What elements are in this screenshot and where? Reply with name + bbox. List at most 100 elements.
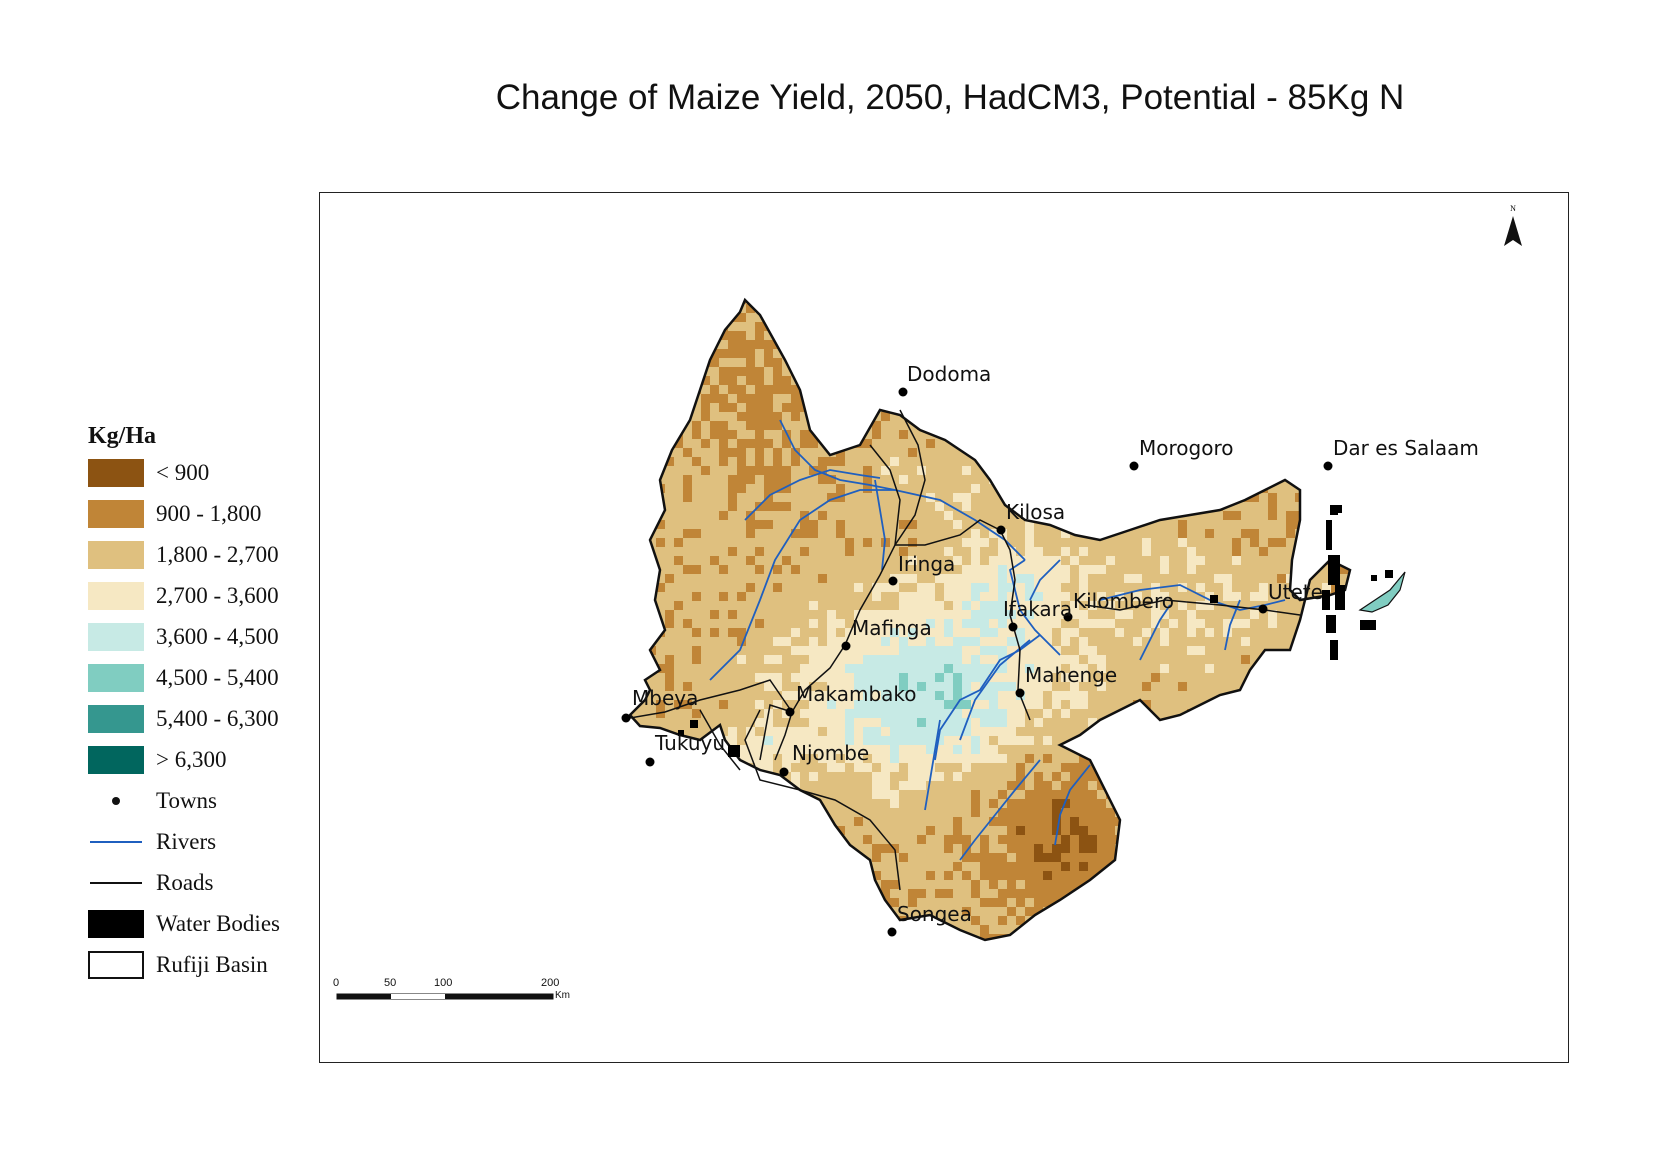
- towns-layer: [621, 387, 1333, 937]
- water-body-12: [728, 745, 740, 757]
- road-1: [895, 519, 1001, 546]
- town-label-mafinga: Mafinga: [852, 616, 932, 640]
- water-body-13: [690, 720, 698, 728]
- island: [1358, 571, 1406, 613]
- legend-label: 2,700 - 3,600: [156, 583, 279, 608]
- map-frame: [319, 192, 1569, 1063]
- river-9: [1139, 604, 1171, 661]
- legend-label: 5,400 - 6,300: [156, 706, 279, 731]
- scale-bar: [336, 993, 554, 1000]
- town-dot-dodoma: [898, 387, 908, 397]
- water-bodies-layer: [678, 505, 1406, 757]
- road-7: [744, 709, 901, 891]
- town-dot-dar-es-salaam: [1323, 461, 1333, 471]
- legend-rufiji-basin: Rufiji Basin: [88, 950, 268, 980]
- legend-label: 900 - 1,800: [156, 501, 262, 526]
- town-dot-icon: [88, 787, 144, 815]
- legend-label: Rivers: [156, 829, 217, 854]
- road-6: [869, 444, 901, 546]
- water-body-11: [1360, 620, 1376, 630]
- town-label-makambako: Makambako: [796, 682, 917, 706]
- town-label-dar-es-salaam: Dar es Salaam: [1333, 436, 1479, 460]
- town-dot-makambako: [785, 707, 795, 717]
- legend-label: 1,800 - 2,700: [156, 542, 279, 567]
- legend-swatch: [88, 664, 144, 692]
- town-dot-iringa: [888, 576, 898, 586]
- town-label-tukuyu: Tukuyu: [655, 731, 726, 755]
- road-3: [629, 679, 793, 719]
- north-label: N: [1510, 204, 1516, 213]
- river-8: [1224, 599, 1241, 651]
- town-dot-utete: [1258, 604, 1268, 614]
- water-body-4: [1322, 590, 1330, 610]
- water-body-0: [1330, 505, 1338, 515]
- water-body-3: [1335, 585, 1345, 610]
- legend-label: > 6,300: [156, 747, 227, 772]
- water-body-14: [678, 730, 684, 736]
- town-label-mahenge: Mahenge: [1025, 663, 1118, 687]
- water-body-9: [1385, 570, 1393, 578]
- roads-layer: [629, 409, 1301, 891]
- yield-raster: [630, 300, 1350, 940]
- legend-swatch: [88, 705, 144, 733]
- legend-swatch: [88, 500, 144, 528]
- town-dot-ifakara: [1008, 622, 1018, 632]
- river-4: [1029, 559, 1061, 601]
- legend-swatch: [88, 910, 144, 938]
- town-label-iringa: Iringa: [898, 552, 956, 576]
- legend-swatch: [88, 623, 144, 651]
- legend-label: Towns: [156, 788, 218, 813]
- legend-water-bodies: Water Bodies: [88, 909, 280, 939]
- legend-swatch: [88, 582, 144, 610]
- river-13: [959, 639, 1031, 741]
- legend-class-4: 3,600 - 4,500: [88, 622, 279, 652]
- scale-tick-100: 100: [434, 977, 453, 989]
- water-body-10: [1210, 595, 1218, 603]
- map-title: Change of Maize Yield, 2050, HadCM3, Pot…: [495, 78, 1405, 117]
- water-body-1: [1326, 520, 1332, 550]
- river-5: [1008, 559, 1061, 656]
- town-dot-mafinga: [841, 641, 851, 651]
- town-label-songea: Songea: [897, 902, 972, 926]
- town-dot-kilombero: [1063, 612, 1073, 622]
- water-body-2: [1328, 555, 1340, 585]
- water-body-6: [1330, 640, 1338, 660]
- legend-outline-swatch: [88, 951, 144, 979]
- legend-label: 4,500 - 5,400: [156, 665, 279, 690]
- scale-tick-0: 0: [333, 977, 340, 989]
- river-1: [744, 469, 881, 521]
- river-3: [874, 479, 886, 571]
- legend-class-6: 5,400 - 6,300: [88, 704, 279, 734]
- town-label-morogoro: Morogoro: [1139, 436, 1234, 460]
- legend-class-0: < 900: [88, 458, 209, 488]
- water-body-5: [1326, 615, 1336, 633]
- legend-class-2: 1,800 - 2,700: [88, 540, 279, 570]
- town-dot-njombe: [779, 767, 789, 777]
- scale-tick-50: 50: [384, 977, 397, 989]
- town-dot-morogoro: [1129, 461, 1139, 471]
- rufiji-basin-outline: [628, 297, 1352, 942]
- town-label-mbeya: Mbeya: [632, 686, 699, 710]
- river-2: [709, 489, 1026, 681]
- town-dot-mahenge: [1015, 688, 1025, 698]
- legend-roads: Roads: [88, 868, 214, 898]
- river-10: [1054, 764, 1091, 846]
- legend-class-7: > 6,300: [88, 745, 226, 775]
- town-label-kilombero: Kilombero: [1073, 589, 1174, 613]
- road-5: [1084, 599, 1301, 616]
- legend-swatch: [88, 746, 144, 774]
- legend-label: Rufiji Basin: [156, 952, 268, 977]
- road-8: [699, 709, 741, 771]
- legend-label: Water Bodies: [156, 911, 280, 936]
- town-dot-songea: [887, 927, 897, 937]
- town-dot-kilosa: [996, 525, 1006, 535]
- town-label-dodoma: Dodoma: [907, 362, 992, 386]
- river-11: [959, 759, 1041, 861]
- legend-label: Roads: [156, 870, 214, 895]
- legend-swatch: [88, 541, 144, 569]
- town-label-njombe: Njombe: [792, 741, 870, 765]
- legend-line-icon: [88, 828, 144, 856]
- legend-line-icon: [88, 869, 144, 897]
- river-12: [924, 719, 941, 811]
